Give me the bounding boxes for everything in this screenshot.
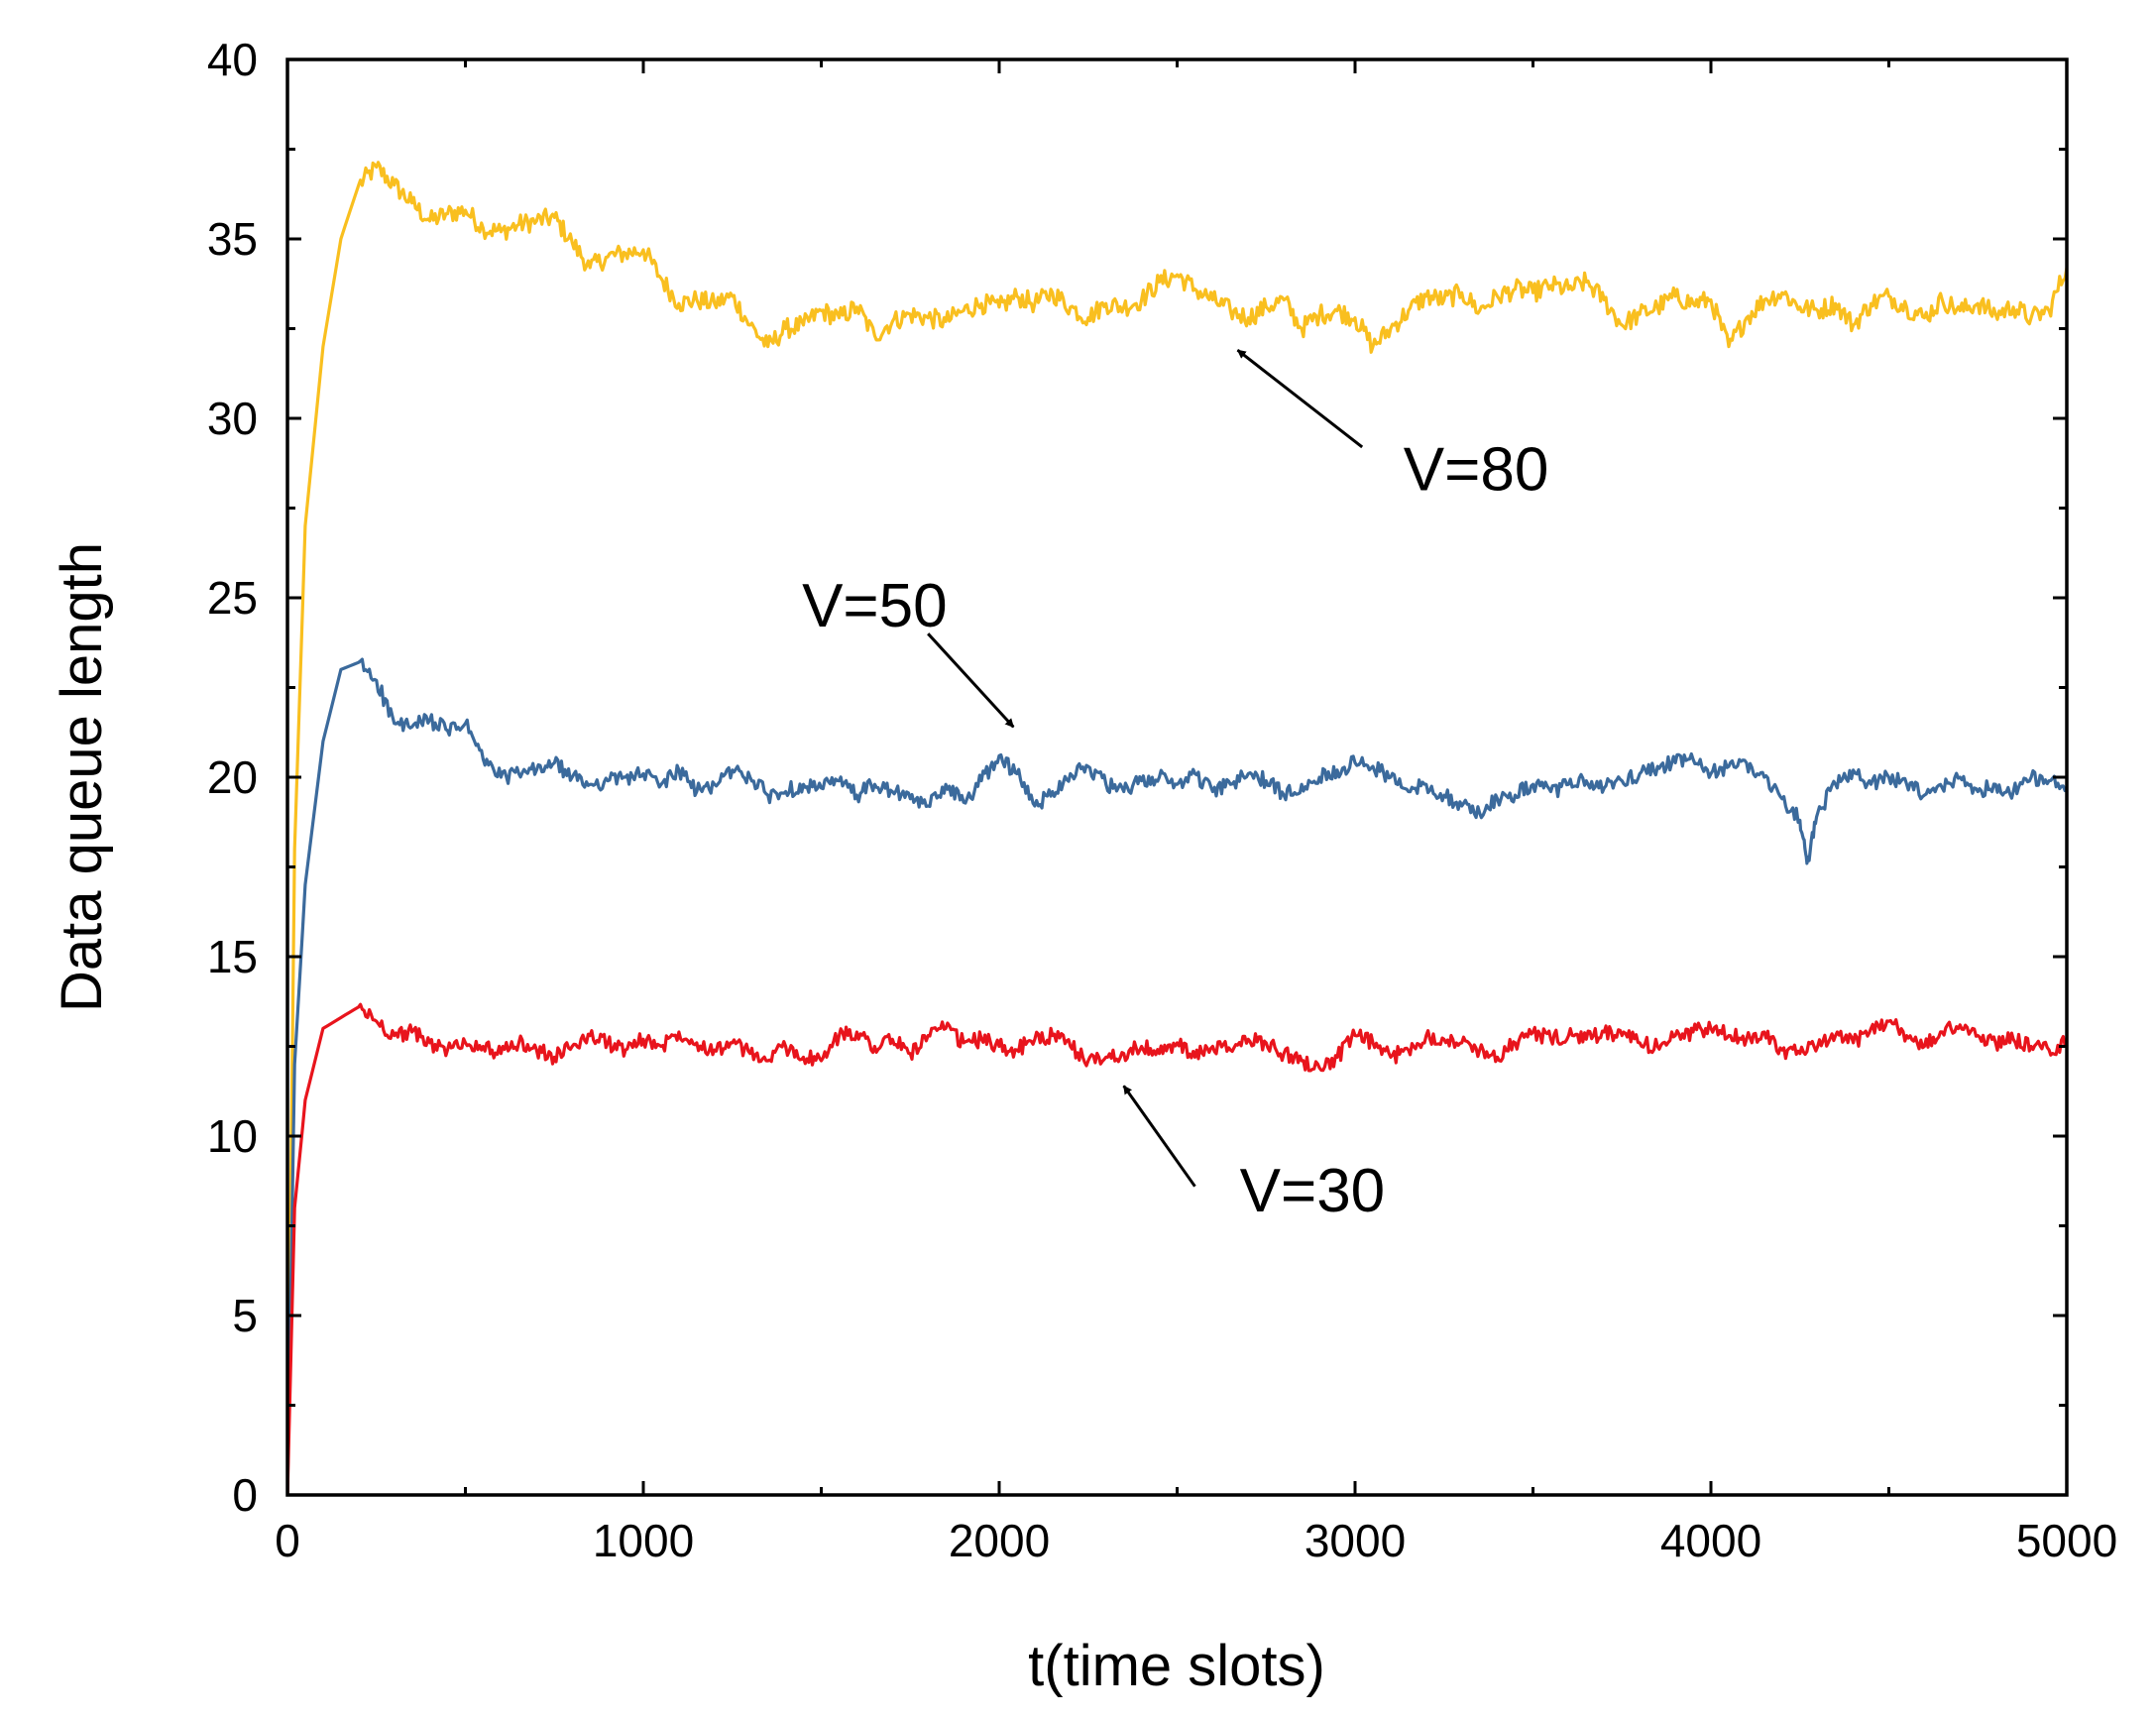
annotation-arrow-v-30 xyxy=(1122,1085,1196,1188)
x-tick-label: 2000 xyxy=(949,1515,1050,1566)
x-tick-label: 1000 xyxy=(593,1515,694,1566)
series-line-v-50 xyxy=(287,657,2067,1495)
annotation-arrow-v-80 xyxy=(1236,349,1364,449)
annotation-layer: V=80 V=50 V=30 xyxy=(802,349,1549,1225)
annotation-label-v-80: V=80 xyxy=(1404,435,1549,504)
y-tick-label: 5 xyxy=(232,1290,258,1341)
y-tick-label: 25 xyxy=(207,572,258,624)
annotation-arrow-v-50 xyxy=(927,632,1015,729)
x-axis-title: t(time slots) xyxy=(1028,1634,1325,1698)
tick-layer: 0 1000 2000 3000 4000 5000 0 5 10 15 20 25 30 35 40 xyxy=(207,34,2117,1566)
y-tick-label: 35 xyxy=(207,213,258,265)
y-tick-label: 10 xyxy=(207,1110,258,1162)
x-tick-label: 0 xyxy=(275,1515,300,1566)
annotation-label-v-30: V=30 xyxy=(1240,1157,1386,1225)
x-tick-label: 5000 xyxy=(2016,1515,2117,1566)
y-tick-label: 0 xyxy=(232,1469,258,1521)
x-tick-label: 3000 xyxy=(1305,1515,1406,1566)
series-line-v-30 xyxy=(287,1002,2067,1495)
y-tick-label: 40 xyxy=(207,34,258,85)
annotation-label-v-50: V=50 xyxy=(802,572,948,640)
x-tick-label: 4000 xyxy=(1660,1515,1761,1566)
series-line-v-80 xyxy=(287,161,2067,1495)
y-tick-label: 30 xyxy=(207,393,258,444)
y-tick-label: 15 xyxy=(207,931,258,982)
y-axis-title: Data queue length xyxy=(50,542,114,1012)
series-layer xyxy=(287,161,2067,1495)
y-tick-label: 20 xyxy=(207,751,258,803)
